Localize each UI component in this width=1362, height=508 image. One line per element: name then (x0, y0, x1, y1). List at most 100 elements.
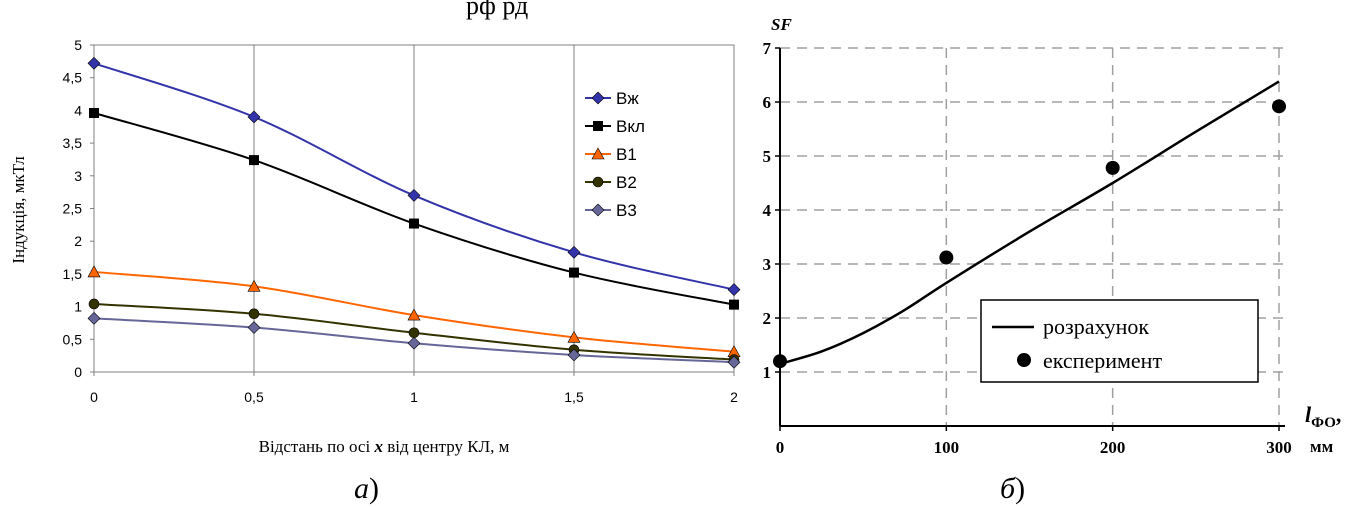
panel-a-y-tick-label: 3,5 (63, 135, 83, 151)
panel-b-x-tick-label: 100 (934, 438, 960, 457)
panel-a-x-axis-title: Відстань по осі x від центру КЛ, м (259, 437, 510, 456)
data-point-вж (87, 56, 101, 70)
panel-a-y-tick-label: 2 (74, 233, 82, 249)
series-вж (87, 56, 741, 297)
panel-a-y-axis-title: Індукція, мкТл (9, 156, 28, 264)
top-cropped-text: рф рд (466, 0, 528, 20)
panel-b-x-tick-label: 200 (1100, 438, 1126, 457)
data-point-в2 (88, 298, 100, 310)
panel-a-x-title-post: від центру КЛ, м (383, 437, 510, 456)
legend-label: Вкл (616, 117, 645, 136)
panel-a-series (87, 56, 741, 369)
panel-b-y-tick-label: 2 (763, 309, 772, 328)
legend-marker (593, 121, 603, 131)
panel-a-y-tick-label: 4 (74, 102, 82, 118)
data-point-вж (247, 110, 261, 124)
panel-a-y-tick-label: 0,5 (63, 331, 83, 347)
panel-a-x-tick-label: 1 (410, 389, 418, 405)
data-point-вкл (729, 299, 739, 310)
panel-b-y-tick-label: 3 (763, 255, 772, 274)
legend-item-вкл: Вкл (585, 117, 645, 136)
panel-b-chart: 1 2 3 4 5 6 7 0 100 200 300 розрахунок експеримент… (763, 15, 1342, 505)
panel-a-y-tick-label: 1 (74, 299, 82, 315)
data-point-вж (727, 283, 741, 297)
panel-b-caption-paren: ) (1015, 472, 1025, 505)
panel-b-x-title-main: l (1305, 402, 1312, 427)
experiment-point (773, 354, 787, 369)
legend-label: В3 (616, 201, 637, 220)
panel-a-x-tick-label: 1,5 (564, 389, 584, 405)
data-point-вкл (569, 267, 579, 278)
panel-a-caption: а) (354, 472, 379, 505)
panel-a-y-tick-label: 1,5 (63, 266, 83, 282)
panel-a-x-tick-label: 0 (90, 389, 98, 405)
legend-item-в3: В3 (585, 201, 637, 220)
legend-marker (591, 91, 605, 105)
legend-marker (1017, 353, 1031, 367)
legend-item-в1: В1 (585, 145, 637, 164)
legend-marker (591, 147, 605, 160)
experiment-point (1105, 160, 1120, 175)
panel-b-y-tick-label: 5 (763, 147, 772, 166)
legend-label: В1 (616, 145, 637, 164)
series-вкл (89, 108, 739, 310)
legend-item-experiment: експеримент (1017, 348, 1162, 373)
panel-b-x-title-comma: , (1336, 402, 1342, 427)
panel-a-y-tick-label: 0 (74, 364, 82, 380)
data-point-вкл (89, 108, 99, 119)
legend-marker (592, 176, 604, 188)
data-point-в1 (407, 308, 421, 321)
panel-b-y-ticks: 1 2 3 4 5 6 7 (763, 39, 780, 382)
data-point-в3 (407, 336, 421, 350)
experiment-point (1272, 99, 1286, 114)
data-point-в2 (248, 308, 260, 320)
data-point-в2 (408, 327, 420, 339)
data-point-вкл (409, 218, 419, 229)
panel-a-x-tick-label: 2 (730, 389, 738, 405)
series-розрахунок (779, 80, 1280, 366)
calculation-curve (779, 80, 1280, 366)
legend-item-в2: В2 (585, 173, 637, 192)
panel-a-y-tick-label: 5 (74, 37, 82, 53)
experiment-point (939, 250, 954, 265)
panel-b-y-tick-label: 7 (763, 39, 772, 58)
legend-label: Вж (616, 89, 639, 108)
panel-a-y-tick-label: 3 (74, 168, 82, 184)
panel-b-x-axis-title: lФО, (1305, 402, 1341, 431)
panel-b-x-ticks: 0 100 200 300 (776, 426, 1292, 457)
panel-a-legend: Вж Вкл В1 В2 В3 (585, 89, 645, 220)
data-point-в3 (87, 311, 101, 325)
panel-b-x-tick-label: 0 (776, 438, 785, 457)
panel-b-legend: розрахунок експеримент (980, 299, 1259, 383)
series-в1 (87, 265, 741, 358)
panel-a-gridlines (253, 45, 575, 372)
legend-item-calculation: розрахунок (992, 314, 1149, 339)
panel-a-x-title-var: x (373, 437, 383, 456)
legend-label: розрахунок (1043, 314, 1149, 339)
panel-a-caption-letter: а (354, 472, 369, 505)
legend-label: експеримент (1043, 348, 1162, 373)
panel-a-x-tick-label: 0,5 (244, 389, 264, 405)
panel-b-caption-letter: б (1000, 472, 1016, 505)
legend-box (980, 299, 1259, 383)
data-point-вкл (249, 155, 259, 166)
panel-a-chart: 00,511,522,533,544,55 0 0,5 1 1,5 2 ВжВклВ1В… (9, 37, 741, 505)
data-point-в1 (567, 330, 581, 343)
data-point-в1 (247, 279, 261, 292)
series-в3 (87, 311, 741, 369)
legend-item-вж: Вж (585, 89, 639, 108)
panel-b-x-axis-unit: мм (1310, 437, 1334, 456)
panel-b-x-tick-label: 300 (1266, 438, 1292, 457)
panel-b-y-axis-title: SF (771, 15, 792, 34)
data-point-в1 (87, 265, 101, 278)
panel-b-caption: б) (1000, 472, 1025, 505)
panel-b-series (773, 80, 1286, 369)
series-експеримент (773, 99, 1286, 369)
data-point-вж (567, 245, 581, 259)
legend-marker (591, 203, 605, 217)
panel-a-y-ticks: 0 0,5 1 1,5 2 2,5 3 3,5 4 4,5 5 (63, 37, 94, 380)
panel-b-x-title-sub: ФО (1311, 415, 1336, 431)
data-point-в3 (247, 321, 261, 334)
panel-b-y-tick-label: 4 (763, 201, 772, 220)
